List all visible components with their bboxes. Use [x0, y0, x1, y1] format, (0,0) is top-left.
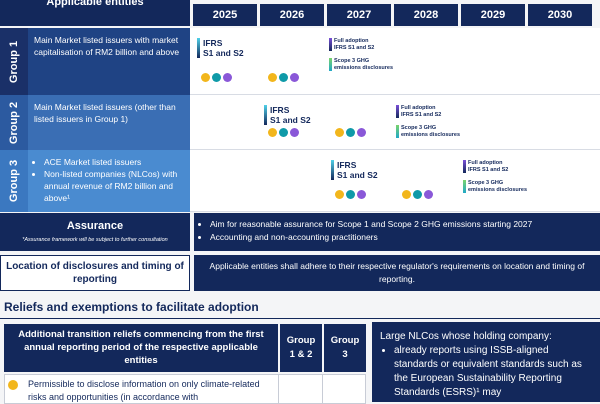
- full-adoption: Full adoption IFRS S1 and S2: [329, 38, 374, 51]
- nlco-item: already reports using ISSB-aligned stand…: [394, 344, 592, 400]
- group-label: Group 2: [0, 95, 28, 150]
- dot: [279, 73, 288, 82]
- group-label: Group 1: [0, 28, 28, 95]
- year: 2028: [394, 4, 458, 26]
- table-cell: Permissible to disclose information on o…: [28, 379, 260, 402]
- scope3-disclosure: Scope 3 GHG emissions disclosures: [463, 180, 527, 193]
- header-title-text: Applicable entities: [46, 0, 144, 8]
- dot: [402, 190, 411, 199]
- initial-adoption: IFRS S1 and S2: [331, 160, 378, 180]
- assurance-label: Assurance *Assurance framework will be s…: [0, 213, 190, 251]
- description-item: ACE Market listed issuers: [44, 156, 184, 168]
- dots: [335, 190, 366, 199]
- timeline-bg: [190, 28, 600, 95]
- nlco-box: Large NLCos whose holding company: alrea…: [372, 322, 600, 402]
- dot: [223, 73, 232, 82]
- assurance-title: Assurance: [66, 220, 124, 232]
- header-title: Applicable entities: [0, 0, 190, 26]
- group-description: Main Market listed issuers with market c…: [28, 28, 190, 95]
- group-label-text: Group 3: [8, 159, 21, 203]
- table-row: [4, 374, 366, 404]
- scope3-disclosure: Scope 3 GHG emissions disclosures: [396, 125, 460, 138]
- reliefs-heading: Reliefs and exemptions to facilitate ado…: [4, 300, 259, 314]
- dots: [402, 190, 433, 199]
- description-text: Main Market listed issuers with market c…: [34, 35, 180, 57]
- dots: [335, 128, 366, 137]
- table-header: Additional transition reliefs commencing…: [4, 324, 278, 372]
- year: 2026: [260, 4, 324, 26]
- dot: [357, 190, 366, 199]
- group-description: Main Market listed issuers (other than l…: [28, 95, 190, 150]
- dot: [212, 73, 221, 82]
- dot: [346, 128, 355, 137]
- scope3-disclosure: Scope 3 GHG emissions disclosures: [329, 58, 393, 71]
- group-label-text: Group 1: [8, 40, 21, 83]
- dot: [357, 128, 366, 137]
- year: 2030: [528, 4, 592, 26]
- year: 2029: [461, 4, 525, 26]
- dot: [268, 73, 277, 82]
- dots: [201, 73, 232, 82]
- full-adoption: Full adoption IFRS S1 and S2: [463, 160, 508, 173]
- dot: [346, 190, 355, 199]
- group-label-text: Group 2: [8, 101, 21, 144]
- description-text: Main Market listed issuers (other than l…: [34, 102, 176, 124]
- table-header: Group 1 & 2: [280, 324, 322, 372]
- description-item: Non-listed companies (NLCos) with annual…: [44, 168, 184, 204]
- assurance-note: *Assurance framework will be subject to …: [22, 237, 168, 243]
- dot: [335, 190, 344, 199]
- dot: [268, 128, 277, 137]
- table-header: Group 3: [324, 324, 366, 372]
- dot: [413, 190, 422, 199]
- assurance-item: Aim for reasonable assurance for Scope 1…: [210, 218, 600, 231]
- dot: [335, 128, 344, 137]
- dot: [290, 128, 299, 137]
- group-description: ACE Market listed issuersNon-listed comp…: [28, 150, 190, 212]
- initial-adoption: IFRS S1 and S2: [264, 105, 311, 125]
- initial-adoption: IFRS S1 and S2: [197, 38, 244, 58]
- assurance-box: Aim for reasonable assurance for Scope 1…: [194, 213, 600, 251]
- assurance-item: Accounting and non-accounting practition…: [210, 231, 600, 244]
- icon-dot: [8, 380, 18, 390]
- nlco-title: Large NLCos whose holding company:: [380, 331, 552, 342]
- location-text: Applicable entities shall adhere to thei…: [194, 255, 600, 291]
- year: 2027: [327, 4, 391, 26]
- group-label: Group 3: [0, 150, 28, 212]
- dot: [201, 73, 210, 82]
- full-adoption: Full adoption IFRS S1 and S2: [396, 105, 441, 118]
- year: 2025: [193, 4, 257, 26]
- timeline-bg: [190, 150, 600, 212]
- divider: [0, 318, 600, 319]
- col-line: [322, 374, 323, 404]
- dot: [424, 190, 433, 199]
- dot: [279, 128, 288, 137]
- timeline-bg: [190, 95, 600, 150]
- dots: [268, 73, 299, 82]
- location-title: Location of disclosures and timing of re…: [0, 255, 190, 291]
- dots: [268, 128, 299, 137]
- dot: [290, 73, 299, 82]
- col-line: [278, 374, 279, 404]
